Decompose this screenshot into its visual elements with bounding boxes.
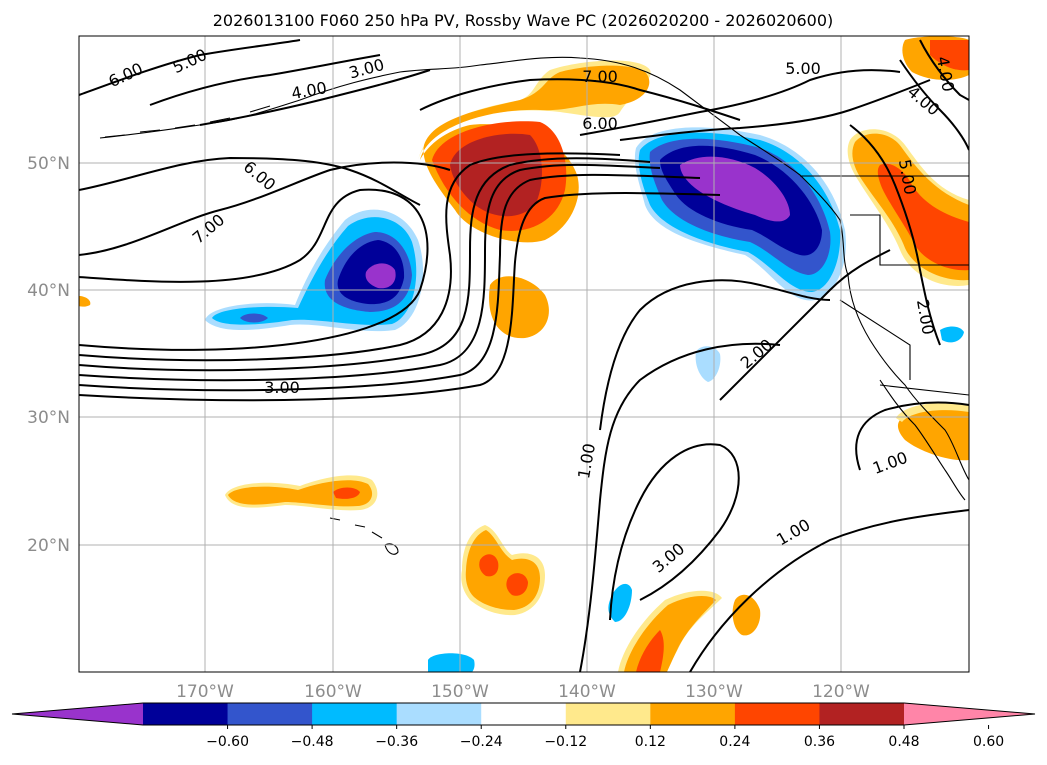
longitude-labels: 170°W 160°W 150°W 140°W 130°W 120°W [176,682,870,702]
baja-positive-anomaly-yellow [896,402,969,422]
small-negative-south [608,583,632,622]
pv-contour-3 [79,157,651,372]
pv-contour-10 [149,54,381,106]
pv-contour-16 [849,124,941,346]
colorbar-tick-label: 0.36 [804,734,835,750]
figure-title: 2026013100 F060 250 hPa PV, Rossby Wave … [213,11,834,30]
small-negative-bottom [428,653,475,672]
contour-label-13: 3.00 [264,378,300,397]
colorbar-segment [396,703,482,725]
mid-pacific-negative-core [365,263,396,289]
colorbar-outline [11,702,1036,726]
ne-positive-anomaly-red [930,40,969,71]
lat-label-30n: 30°N [27,408,70,428]
pv-contour-9 [79,39,301,96]
colorbar-tick-label: −0.24 [460,734,503,750]
pv-contour-23 [919,39,969,101]
pv-contour-2 [79,152,621,362]
small-positive-west [79,296,91,307]
pv-contour-19 [579,342,781,672]
pv-contour-21 [689,509,969,672]
state-border-1 [850,214,969,266]
colorbar-tick-label: −0.60 [206,734,249,750]
contour-label-6: 6.00 [582,114,618,133]
west-coast-positive-red [877,163,969,271]
lon-label-150w: 150°W [431,682,489,702]
colorbar-tick-label: −0.12 [544,734,587,750]
colorbar-segment [819,703,905,725]
us-west-coastline [847,274,969,481]
small-positive-anomaly [489,276,549,339]
lon-label-140w: 140°W [558,682,616,702]
pv-contour-4 [79,163,661,382]
colorbar: −0.60 −0.48 −0.36 −0.24 −0.12 0.12 0.24 0.36 0.4… [11,702,1036,750]
colorbar-tick-label: −0.36 [375,734,418,750]
baja-coastline [879,379,966,501]
pv-contour-5 [79,173,701,392]
lon-label-160w: 160°W [304,682,362,702]
lat-label-40n: 40°N [27,281,70,301]
pv-contour-6 [79,192,721,402]
baja-positive-anomaly [897,407,969,461]
colorbar-tick-label: −0.48 [291,734,334,750]
lat-label-20n: 20°N [27,536,70,556]
pv-contour-11 [199,69,431,126]
colorbar-extend-min [12,703,143,725]
colorbar-segment [312,703,398,725]
colorbar-segment [650,703,736,725]
lon-label-170w: 170°W [176,682,234,702]
pv-contour-1 [79,188,429,351]
small-positive-east [732,594,761,636]
pv-contour-22 [855,401,969,471]
lon-label-120w: 120°W [812,682,870,702]
colorbar-tick-label: 0.12 [635,734,666,750]
tropical-positive-red [479,554,528,596]
map-frame [78,35,970,673]
latitude-labels: 50°N 40°N 30°N 20°N [27,154,70,556]
pv-contour-17 [719,249,891,401]
canada-coastline [739,134,849,276]
negative-anomaly-core [680,156,790,222]
pv-contour-13 [579,69,901,136]
southeast-positive-red [636,630,664,672]
lon-label-130w: 130°W [685,682,743,702]
pv-contour-15 [899,59,969,151]
map-panel: 6.00 5.00 3.00 4.00 7.00 6.00 5.00 6.00 … [27,35,970,702]
aleutian-islands [104,105,271,138]
colorbar-segment [143,703,229,725]
pv-contour-14 [619,79,931,141]
pv-contours [79,39,969,672]
small-negative-anomaly-east [940,326,964,343]
colorbar-segment [565,703,651,725]
mexico-border [879,384,969,396]
lat-label-50n: 50°N [27,154,70,174]
pv-contour-8 [79,156,421,206]
pv-contour-20 [609,443,740,621]
colorbar-tick-label: 0.60 [973,734,1004,750]
state-border-2 [839,299,911,380]
colorbar-tick-label: 0.24 [719,734,750,750]
pv-contour-12 [419,78,741,121]
hawaii-positive-anomaly-orange [228,480,373,507]
colorbar-tick-label: 0.48 [888,734,919,750]
gridlines [79,36,969,672]
colorbar-extend-max [904,703,1035,725]
contour-label-5: 7.00 [582,67,618,86]
pv-contour-18 [599,279,831,431]
colorbar-segment [734,703,820,725]
pv-contour-7 [79,161,451,256]
colorbar-segment [481,703,567,725]
contour-label-7: 5.00 [785,59,821,78]
colorbar-segment [227,703,313,725]
hawaii-islands [329,517,399,555]
hawaii-positive-anomaly-red [333,487,360,499]
